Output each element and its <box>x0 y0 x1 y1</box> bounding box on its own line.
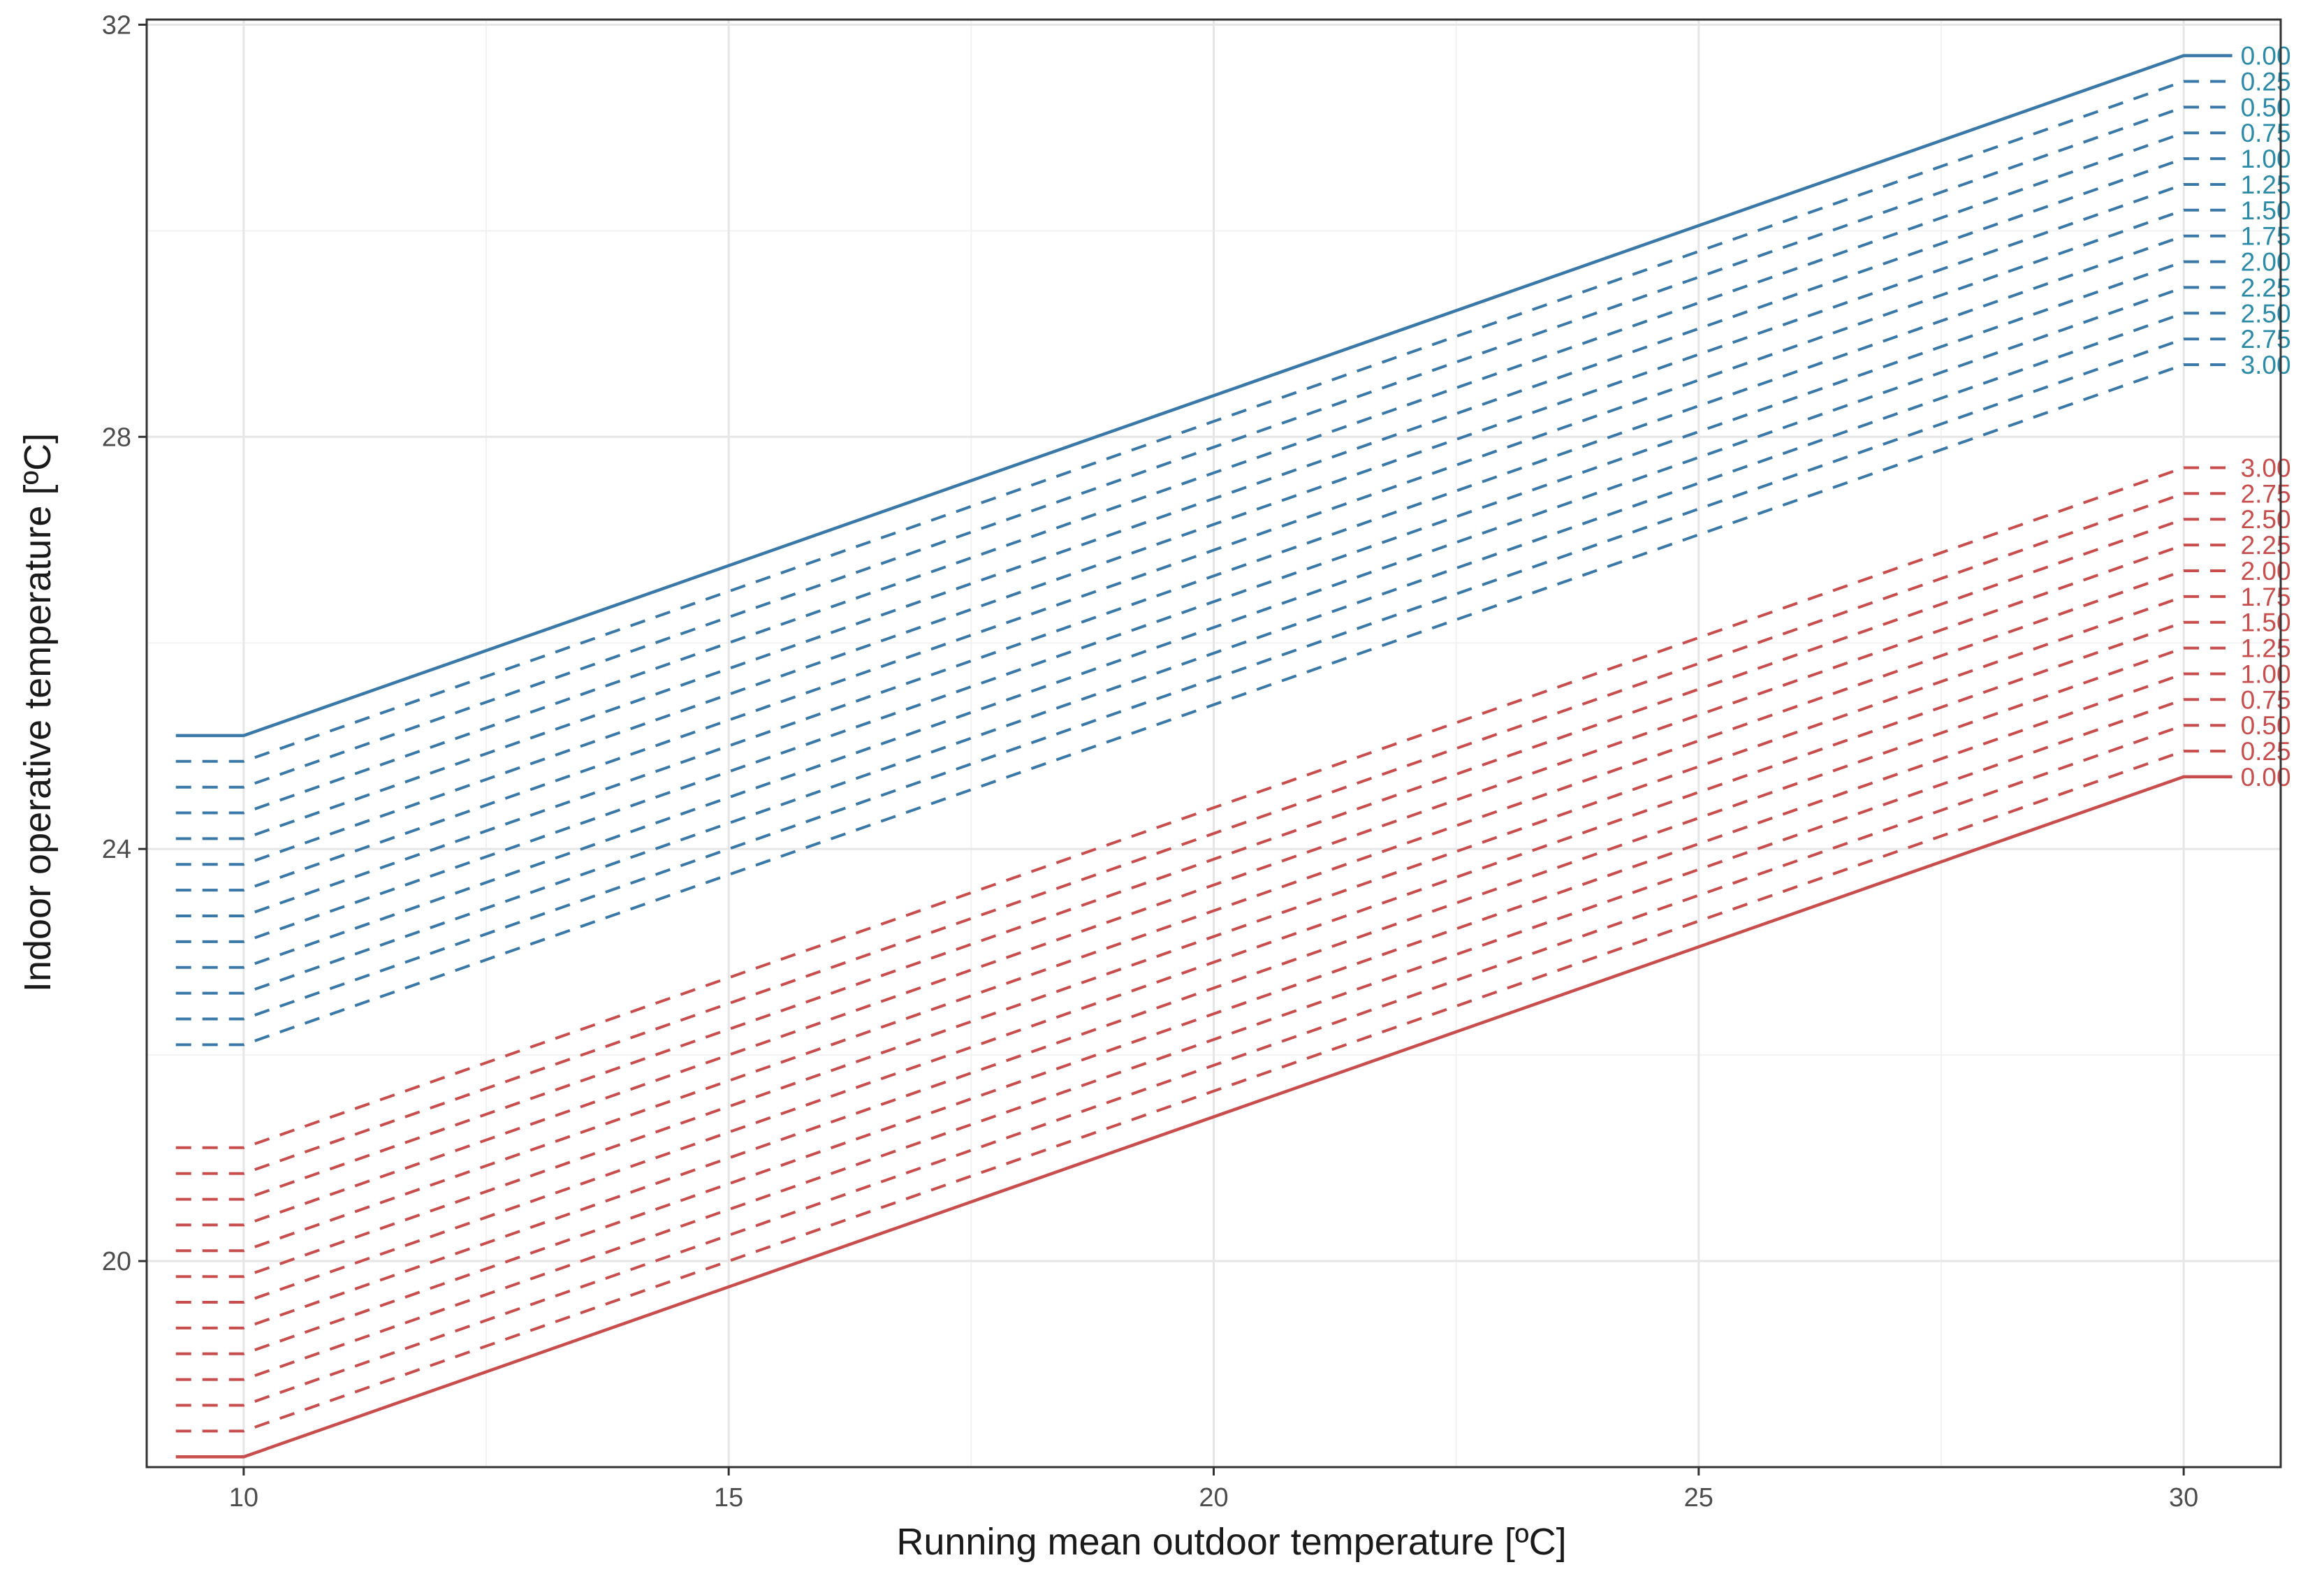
lower-line-0-75 <box>175 698 2232 1381</box>
lower-line-0-25 <box>175 750 2232 1433</box>
lower-line-0-50 <box>175 724 2232 1407</box>
lower-label-3-00: 3.00 <box>2241 454 2291 483</box>
upper-label-2-75: 2.75 <box>2241 325 2291 354</box>
lower-label-1-50: 1.50 <box>2241 609 2291 637</box>
lower-line-1-25 <box>175 646 2232 1329</box>
upper-line-1-75 <box>175 234 2232 917</box>
x-tick-label: 25 <box>1684 1483 1713 1513</box>
x-tick-label: 20 <box>1199 1483 1228 1513</box>
y-axis-title: Indoor operative temperature [ºC] <box>17 433 59 992</box>
upper-line-1-50 <box>175 208 2232 892</box>
x-tick-label: 10 <box>229 1483 258 1513</box>
upper-label-1-00: 1.00 <box>2241 145 2291 173</box>
lower-line-2-00 <box>175 569 2232 1253</box>
upper-line-1-25 <box>175 183 2232 866</box>
lower-line-0-00 <box>175 775 2232 1459</box>
lower-line-3-00 <box>175 466 2232 1149</box>
lower-label-0-75: 0.75 <box>2241 685 2291 714</box>
lower-label-1-25: 1.25 <box>2241 634 2291 663</box>
lower-line-2-50 <box>175 518 2232 1201</box>
upper-line-0-00 <box>175 54 2232 738</box>
y-tick-label: 20 <box>102 1247 131 1276</box>
lower-line-1-00 <box>175 672 2232 1355</box>
lower-label-0-25: 0.25 <box>2241 737 2291 766</box>
y-tick-label: 28 <box>102 423 131 452</box>
upper-label-1-50: 1.50 <box>2241 196 2291 225</box>
lower-label-2-00: 2.00 <box>2241 557 2291 585</box>
upper-label-0-25: 0.25 <box>2241 67 2291 96</box>
lower-label-0-00: 0.00 <box>2241 763 2291 792</box>
series-labels: 0.000.250.500.751.001.251.501.752.002.25… <box>2241 42 2291 792</box>
upper-label-0-00: 0.00 <box>2241 42 2291 71</box>
upper-label-2-00: 2.00 <box>2241 248 2291 277</box>
lower-label-2-50: 2.50 <box>2241 505 2291 534</box>
lower-label-1-75: 1.75 <box>2241 583 2291 611</box>
upper-line-2-25 <box>175 286 2232 969</box>
lower-line-1-50 <box>175 620 2232 1304</box>
upper-line-3-00 <box>175 363 2232 1047</box>
upper-label-2-50: 2.50 <box>2241 299 2291 328</box>
plot-series <box>175 54 2232 1459</box>
lower-line-2-25 <box>175 544 2232 1227</box>
lower-line-2-75 <box>175 492 2232 1175</box>
x-tick-label: 15 <box>714 1483 743 1513</box>
lower-label-1-00: 1.00 <box>2241 660 2291 688</box>
upper-line-0-50 <box>175 105 2232 789</box>
upper-label-1-25: 1.25 <box>2241 170 2291 199</box>
x-axis-ticks: 10 15 20 25 30 <box>229 1467 2198 1513</box>
y-tick-label: 24 <box>102 835 131 864</box>
upper-label-2-25: 2.25 <box>2241 273 2291 302</box>
lower-line-1-75 <box>175 595 2232 1278</box>
x-axis-title: Running mean outdoor temperature [ºC] <box>896 1521 1566 1563</box>
lower-label-2-75: 2.75 <box>2241 479 2291 508</box>
upper-line-2-50 <box>175 312 2232 995</box>
upper-line-0-75 <box>175 131 2232 815</box>
upper-label-0-50: 0.50 <box>2241 93 2291 122</box>
y-axis-ticks: 20 24 28 32 <box>102 10 147 1276</box>
upper-line-0-25 <box>175 80 2232 763</box>
y-tick-label: 32 <box>102 10 131 40</box>
upper-label-0-75: 0.75 <box>2241 119 2291 147</box>
lower-label-0-50: 0.50 <box>2241 711 2291 740</box>
upper-line-2-00 <box>175 260 2232 943</box>
upper-label-3-00: 3.00 <box>2241 351 2291 379</box>
x-tick-label: 30 <box>2169 1483 2198 1513</box>
upper-line-1-00 <box>175 157 2232 840</box>
upper-line-2-75 <box>175 337 2232 1021</box>
upper-label-1-75: 1.75 <box>2241 222 2291 251</box>
lower-label-2-25: 2.25 <box>2241 531 2291 560</box>
